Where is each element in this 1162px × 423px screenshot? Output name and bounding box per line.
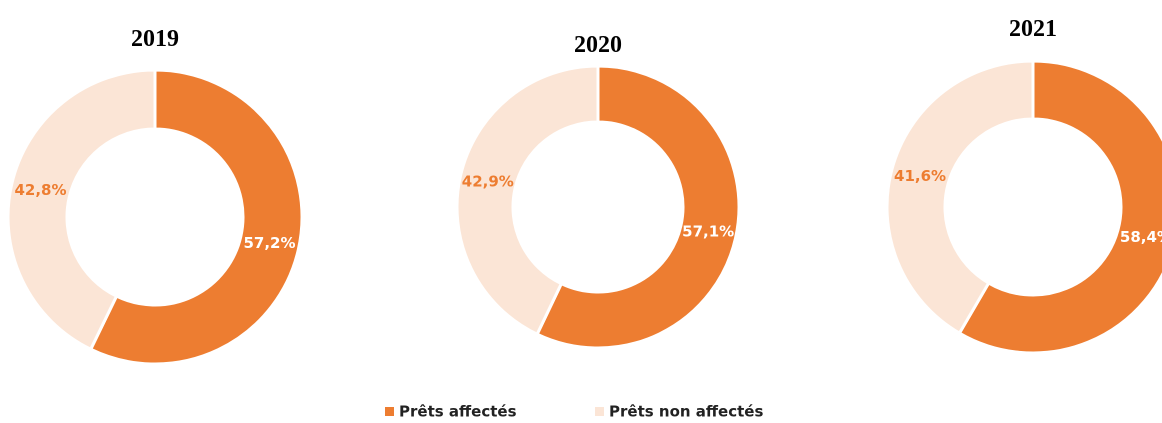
chart-title: 2019 [131,26,179,52]
donut-slice [885,59,1035,336]
donut-slice [957,59,1162,355]
data-label: 58,4% [1120,228,1162,246]
data-label: 57,2% [243,234,295,252]
data-label: 42,8% [14,181,66,199]
donut-slice [455,64,600,337]
donut-slice [535,64,741,350]
data-label: 42,9% [462,173,514,191]
legend-swatch [595,407,604,416]
legend-label: Prêts affectés [399,403,517,421]
data-label: 41,6% [894,167,946,185]
donut-slice [6,68,157,352]
legend-swatch [385,407,394,416]
data-label: 57,1% [682,222,734,240]
legend-label: Prêts non affectés [609,403,763,421]
chart-title: 2021 [1009,16,1057,42]
chart-title: 2020 [574,32,622,58]
donut-slice [88,68,304,366]
